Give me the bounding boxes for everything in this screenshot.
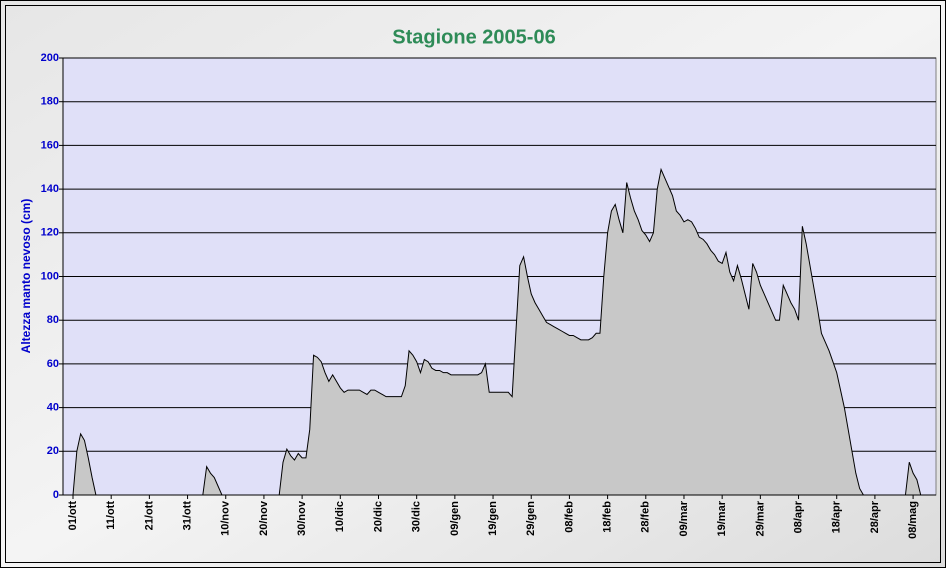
area-line — [72, 167, 936, 496]
y-tick-label: 60 — [47, 358, 59, 370]
x-tick-label: 29/gen — [525, 501, 537, 536]
x-tick-label: 08/feb — [563, 501, 575, 533]
x-tick-label: 18/apr — [831, 500, 843, 533]
y-tick-label: 180 — [41, 96, 59, 108]
x-tick-label: 29/mar — [754, 500, 766, 536]
y-tick-label: 0 — [53, 489, 59, 501]
chart-title: Stagione 2005-06 — [392, 26, 555, 48]
x-tick-label: 31/ott — [181, 501, 193, 531]
y-tick-label: 100 — [41, 270, 59, 282]
frame — [5, 5, 941, 563]
x-tick-label: 30/dic — [411, 501, 423, 532]
y-tick-label: 120 — [41, 227, 59, 239]
x-tick-label: 08/mag — [907, 501, 919, 539]
y-tick-label: 20 — [47, 445, 59, 457]
x-tick-label: 21/ott — [143, 501, 155, 531]
y-tick-label: 200 — [41, 52, 59, 64]
x-tick-label: 30/nov — [296, 500, 308, 536]
area-fill — [73, 169, 936, 495]
y-tick-label: 160 — [41, 139, 59, 151]
x-tick-label: 28/apr — [869, 500, 881, 533]
y-tick-label: 80 — [47, 314, 59, 326]
x-tick-label: 20/dic — [372, 501, 384, 532]
x-tick-label: 10/nov — [220, 500, 232, 536]
x-tick-label: 11/ott — [105, 501, 117, 530]
x-tick-label: 19/mar — [716, 500, 728, 536]
x-tick-label: 01/ott — [67, 501, 79, 531]
y-tick-label: 140 — [41, 183, 59, 195]
x-tick-label: 28/feb — [640, 501, 652, 533]
x-tick-label: 09/mar — [678, 500, 690, 536]
x-tick-label: 20/nov — [258, 500, 270, 536]
x-tick-label: 18/feb — [602, 501, 614, 533]
x-tick-label: 09/gen — [449, 501, 461, 536]
y-tick-label: 40 — [47, 402, 59, 414]
x-tick-label: 10/dic — [334, 501, 346, 532]
x-tick-label: 08/apr — [792, 500, 804, 533]
x-tick-label: 19/gen — [487, 501, 499, 536]
y-axis-label: Altezza manto nevoso (cm) — [19, 199, 33, 354]
